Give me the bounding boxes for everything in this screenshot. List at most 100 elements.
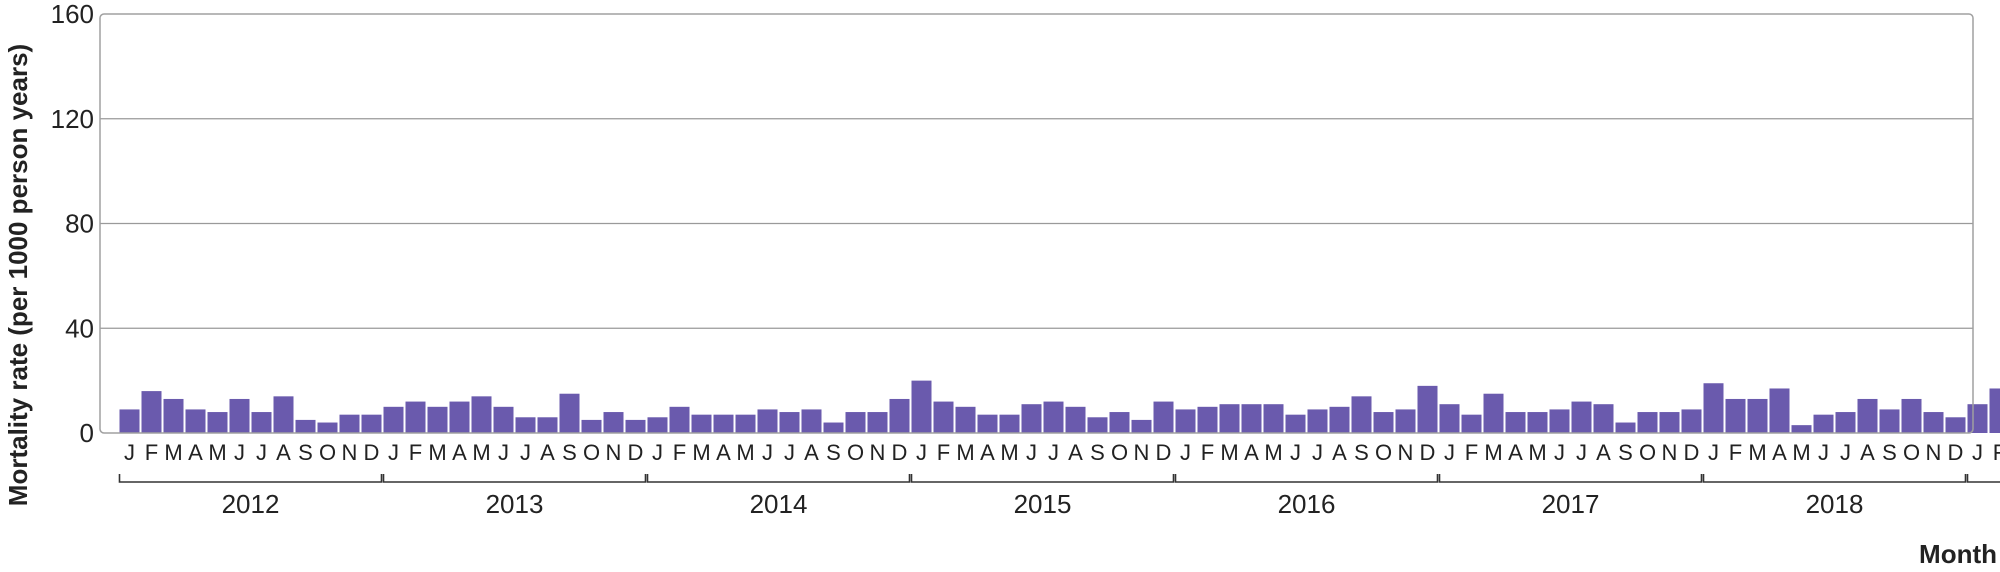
month-label: A [1332,440,1347,465]
year-group: 2014 [646,474,911,519]
month-label: N [1662,440,1678,465]
y-axis-title: Mortality rate (per 1000 person years) [3,44,33,506]
month-label: S [1354,440,1369,465]
bar [1153,401,1174,433]
month-label: J [916,440,927,465]
month-label: A [452,440,467,465]
month-label: S [1618,440,1633,465]
month-label: A [1860,440,1875,465]
month-label: J [234,440,245,465]
bar [1109,412,1130,433]
month-label: A [1244,440,1259,465]
year-bracket [646,474,911,483]
y-tick-label: 80 [65,209,94,239]
bar [1021,404,1042,433]
month-label: F [673,440,686,465]
month-label: J [1180,440,1191,465]
bar [1219,404,1240,433]
bar [1373,412,1394,433]
month-label: M [1000,440,1018,465]
bar [1505,412,1526,433]
bar [537,417,558,433]
month-label: N [870,440,886,465]
month-label: J [784,440,795,465]
month-label: J [1048,440,1059,465]
bar [779,412,800,433]
month-label: J [1290,440,1301,465]
year-group: 2012 [118,474,383,519]
month-label: M [956,440,974,465]
year-group: 2013 [382,474,647,519]
gridlines [100,118,1973,329]
bar [1461,414,1482,433]
month-label: N [1926,440,1942,465]
bar [999,414,1020,433]
month-label: F [1993,440,2000,465]
bar [1857,398,1878,433]
year-groups: 201220132014201520162017201820192020 [118,474,2000,519]
bar [1087,417,1108,433]
year-label: 2013 [486,489,544,519]
bar [1901,398,1922,433]
bar [185,409,206,433]
month-label: J [498,440,509,465]
month-label: S [1882,440,1897,465]
year-bracket [1966,474,2000,483]
year-group: 2015 [910,474,1175,519]
month-label: J [520,440,531,465]
month-label: O [319,440,336,465]
month-label: F [1201,440,1214,465]
bar [713,414,734,433]
bar [1879,409,1900,433]
bar [427,406,448,433]
year-bracket [1702,474,1967,483]
month-label: M [1220,440,1238,465]
month-label: M [428,440,446,465]
year-label: 2014 [750,489,808,519]
bar [559,393,580,433]
year-label: 2012 [222,489,280,519]
bar [977,414,998,433]
bar [647,417,668,433]
bar [1725,398,1746,433]
bar [383,406,404,433]
month-label: D [1420,440,1436,465]
bar [845,412,866,433]
month-label: O [1111,440,1128,465]
bar [229,398,250,433]
year-group: 2017 [1438,474,1703,519]
year-bracket [1174,474,1439,483]
month-label: M [1792,440,1810,465]
y-tick-label: 160 [51,0,94,29]
plot-frame [99,13,1974,434]
bar [955,406,976,433]
month-label: J [1576,440,1587,465]
bar [1285,414,1306,433]
bar [1835,412,1856,433]
month-label: M [1748,440,1766,465]
month-label: A [716,440,731,465]
month-label: A [540,440,555,465]
bar [669,406,690,433]
year-group: 2019 [1966,474,2000,483]
month-label: O [847,440,864,465]
bar [1483,393,1504,433]
month-label: O [1639,440,1656,465]
month-label: J [1026,440,1037,465]
bar [933,401,954,433]
year-label: 2015 [1014,489,1072,519]
bar [1549,409,1570,433]
month-label: A [1068,440,1083,465]
bar [603,412,624,433]
month-label: J [652,440,663,465]
month-label: O [1903,440,1920,465]
bar [1329,406,1350,433]
month-label: M [736,440,754,465]
bar [1769,388,1790,433]
bar [1637,412,1658,433]
month-label: J [1554,440,1565,465]
month-label: J [256,440,267,465]
month-label: D [628,440,644,465]
month-label: N [1134,440,1150,465]
